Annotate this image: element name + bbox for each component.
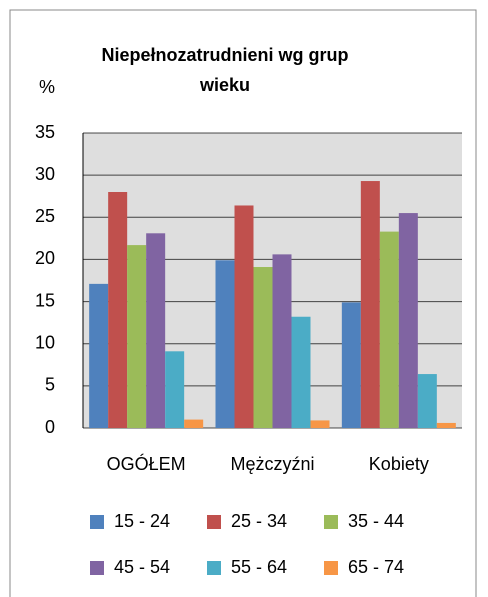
y-tick-label: 5: [45, 375, 55, 395]
bar: [272, 254, 292, 428]
y-tick-label: 25: [35, 206, 55, 226]
legend-label: 15 - 24: [114, 511, 170, 531]
bar: [146, 233, 166, 428]
legend-label: 35 - 44: [348, 511, 404, 531]
bar: [379, 231, 399, 428]
bar: [165, 351, 185, 428]
y-tick-label: 0: [45, 417, 55, 437]
x-tick-label: OGÓŁEM: [107, 453, 186, 474]
bar: [184, 419, 204, 428]
bar: [127, 245, 147, 428]
y-tick-label: 20: [35, 248, 55, 268]
legend-swatch: [207, 515, 221, 529]
frame: [9, 9, 477, 597]
bar: [253, 267, 273, 428]
y-tick-label: 10: [35, 332, 55, 352]
legend-label: 25 - 34: [231, 511, 287, 531]
legend-label: 45 - 54: [114, 557, 170, 577]
legend-swatch: [90, 515, 104, 529]
legend-swatch: [90, 561, 104, 575]
legend-label: 55 - 64: [231, 557, 287, 577]
legend-label: 65 - 74: [348, 557, 404, 577]
bar: [417, 374, 437, 428]
bar: [215, 260, 235, 428]
bar: [360, 181, 380, 428]
bar: [291, 316, 311, 428]
y-axis-label: %: [39, 77, 55, 97]
y-tick-label: 30: [35, 164, 55, 184]
x-tick-label: Kobiety: [369, 454, 429, 474]
y-tick-label: 35: [35, 122, 55, 142]
x-tick-label: Mężczyźni: [230, 454, 314, 474]
bar: [398, 213, 418, 428]
y-tick-label: 15: [35, 290, 55, 310]
legend-swatch: [207, 561, 221, 575]
bar: [234, 205, 254, 428]
bar: [436, 422, 456, 428]
bar: [89, 283, 109, 428]
chart-title: Niepełnozatrudnieni wg grup wieku: [101, 45, 349, 95]
legend-swatch: [324, 515, 338, 529]
bar: [108, 192, 128, 428]
bar: [310, 420, 330, 428]
bar: [341, 302, 361, 428]
legend-swatch: [324, 561, 338, 575]
